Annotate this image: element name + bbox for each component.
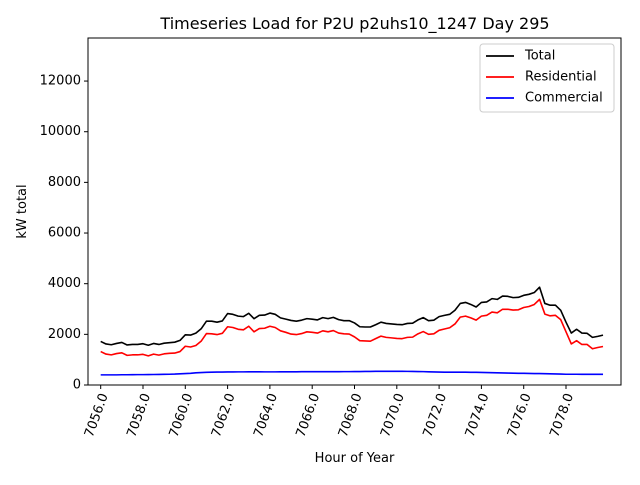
y-axis-ticks: 0 2000 4000 6000 8000 10000 12000: [40, 74, 88, 393]
y-tick-label: 0: [73, 378, 81, 393]
y-tick-label: 6000: [48, 226, 81, 241]
y-tick-label: 12000: [40, 74, 81, 89]
y-tick-label: 8000: [48, 175, 81, 190]
legend-items: Total Residential Commercial: [486, 49, 603, 106]
legend-label-total: Total: [524, 49, 555, 64]
x-axis-label: Hour of Year: [315, 451, 395, 466]
series-line-total: [100, 286, 604, 347]
chart-title: Timeseries Load for P2U p2uhs10_1247 Day…: [159, 14, 549, 34]
legend-label-residential: Residential: [525, 70, 597, 85]
legend: Total Residential Commercial: [479, 43, 615, 113]
legend-box: [479, 43, 615, 113]
plot-frame: [87, 37, 622, 386]
y-tick-label: 10000: [40, 124, 81, 139]
legend-label-commercial: Commercial: [525, 91, 603, 106]
series-line-commercial: [100, 370, 604, 376]
y-axis-label: kW total: [15, 184, 30, 238]
series-line-residential: [100, 298, 604, 357]
y-tick-label: 2000: [48, 327, 81, 342]
y-tick-label: 4000: [48, 276, 81, 291]
series-layer: [100, 286, 604, 376]
